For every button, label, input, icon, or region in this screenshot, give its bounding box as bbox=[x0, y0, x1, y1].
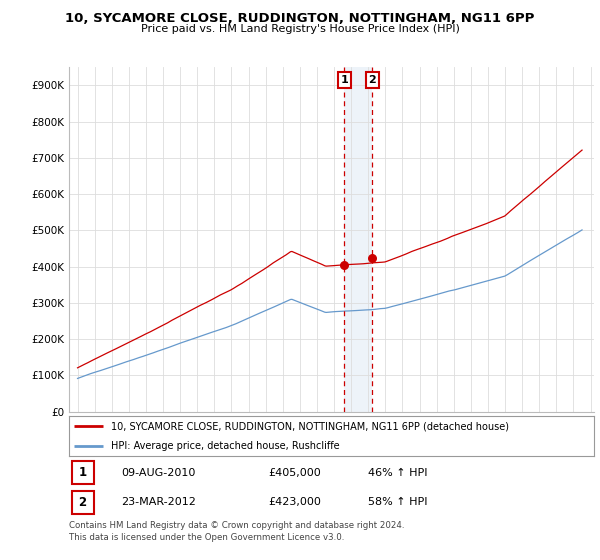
Text: 58% ↑ HPI: 58% ↑ HPI bbox=[368, 497, 428, 507]
Text: 23-MAR-2012: 23-MAR-2012 bbox=[121, 497, 196, 507]
Text: 2: 2 bbox=[79, 496, 87, 509]
Text: HPI: Average price, detached house, Rushcliffe: HPI: Average price, detached house, Rush… bbox=[111, 441, 340, 451]
Text: 09-AUG-2010: 09-AUG-2010 bbox=[121, 468, 196, 478]
Text: 46% ↑ HPI: 46% ↑ HPI bbox=[368, 468, 428, 478]
Text: £405,000: £405,000 bbox=[269, 468, 321, 478]
Point bbox=[367, 254, 377, 263]
Text: 1: 1 bbox=[340, 75, 348, 85]
Text: 10, SYCAMORE CLOSE, RUDDINGTON, NOTTINGHAM, NG11 6PP: 10, SYCAMORE CLOSE, RUDDINGTON, NOTTINGH… bbox=[65, 12, 535, 25]
Text: 2: 2 bbox=[368, 75, 376, 85]
Bar bbox=[344, 67, 372, 412]
Text: £423,000: £423,000 bbox=[269, 497, 322, 507]
FancyBboxPatch shape bbox=[71, 461, 94, 484]
FancyBboxPatch shape bbox=[71, 491, 94, 514]
Text: 10, SYCAMORE CLOSE, RUDDINGTON, NOTTINGHAM, NG11 6PP (detached house): 10, SYCAMORE CLOSE, RUDDINGTON, NOTTINGH… bbox=[111, 421, 509, 431]
Text: Price paid vs. HM Land Registry's House Price Index (HPI): Price paid vs. HM Land Registry's House … bbox=[140, 24, 460, 34]
Text: 1: 1 bbox=[79, 466, 87, 479]
Text: Contains HM Land Registry data © Crown copyright and database right 2024.
This d: Contains HM Land Registry data © Crown c… bbox=[69, 521, 404, 542]
Point bbox=[340, 260, 349, 269]
